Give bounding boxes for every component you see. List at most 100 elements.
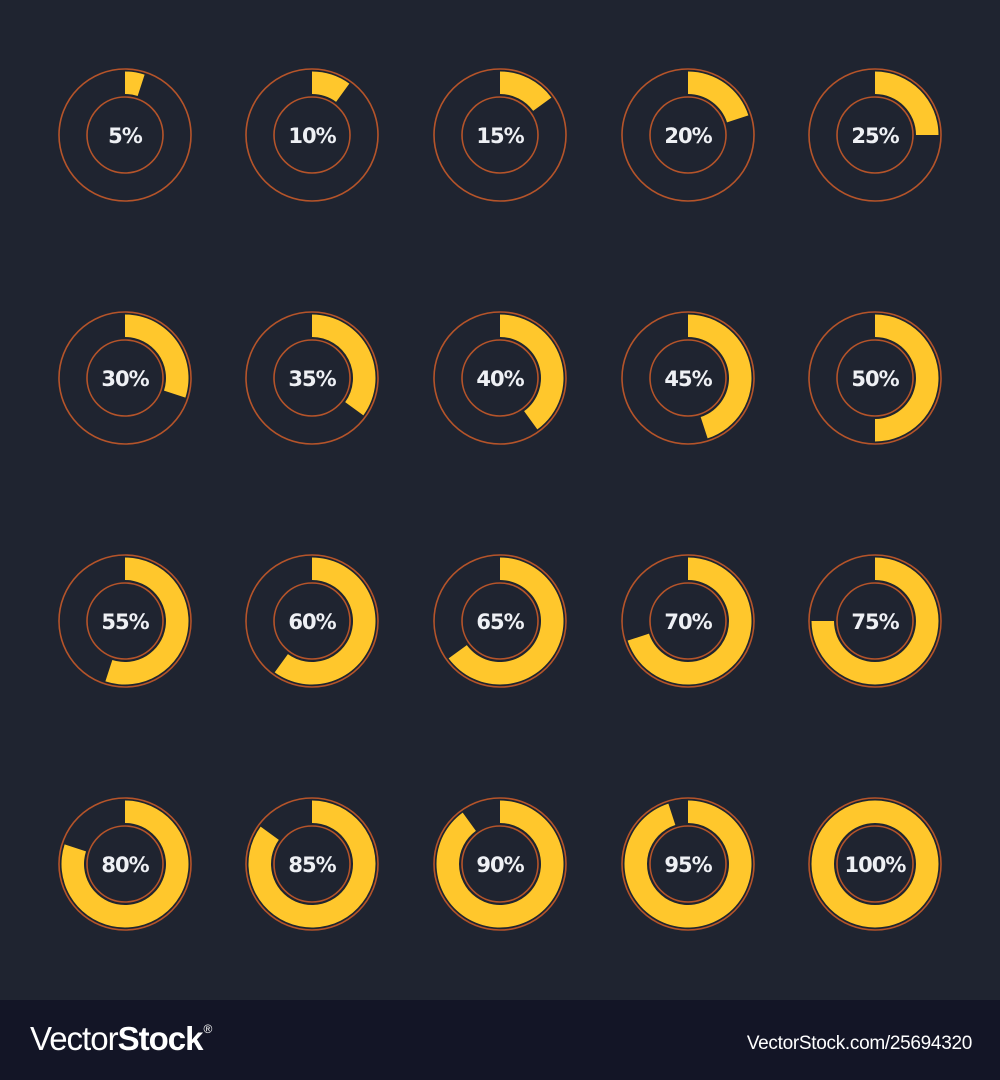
progress-arc — [105, 557, 189, 685]
progress-arc — [875, 314, 939, 442]
progress-chart-grid: 5% 10% 15% 20% 25% 30% 35% 40% 45% 50% 55% 60% 65% 70… — [58, 68, 942, 931]
outer-ring-outline — [621, 68, 755, 202]
donut-chart-45: 45% — [621, 311, 755, 445]
percent-label: 30% — [101, 367, 149, 391]
outer-ring-outline — [58, 554, 192, 688]
outer-ring-outline — [245, 797, 379, 931]
progress-arc — [125, 71, 145, 97]
percent-label: 65% — [476, 610, 524, 634]
donut-chart-15: 15% — [433, 68, 567, 202]
donut-chart-20: 20% — [621, 68, 755, 202]
progress-arc — [448, 557, 564, 685]
donut-chart-85: 85% — [245, 797, 379, 931]
percent-label: 15% — [476, 124, 524, 148]
percent-label: 100% — [845, 853, 907, 877]
inner-ring-outline — [86, 582, 164, 660]
footer-banner: VectorStock® VectorStock.com/25694320 — [0, 1000, 1000, 1080]
outer-ring-outline — [808, 554, 942, 688]
donut-chart-30: 30% — [58, 311, 192, 445]
progress-arc — [436, 800, 564, 928]
progress-arc — [125, 314, 189, 398]
inner-ring-outline — [86, 96, 164, 174]
percent-label: 45% — [664, 367, 712, 391]
outer-ring-outline — [433, 311, 567, 445]
inner-ring-outline — [273, 582, 351, 660]
progress-arc — [811, 557, 939, 685]
inner-ring-outline — [836, 339, 914, 417]
donut-chart-35: 35% — [245, 311, 379, 445]
donut-charts-canvas: 5% 10% 15% 20% 25% 30% 35% 40% 45% 50% 55% 60% 65% 70… — [58, 68, 942, 931]
outer-ring-outline — [58, 797, 192, 931]
brand-light-text: Vector — [30, 1020, 119, 1057]
inner-ring-outline — [461, 825, 539, 903]
inner-ring-outline — [86, 825, 164, 903]
outer-ring-outline — [621, 311, 755, 445]
donut-chart-70: 70% — [621, 554, 755, 688]
outer-ring-outline — [621, 797, 755, 931]
donut-chart-50: 50% — [808, 311, 942, 445]
progress-arc — [61, 800, 189, 928]
inner-ring-outline — [836, 96, 914, 174]
image-id-text: VectorStock.com/25694320 — [746, 1033, 972, 1054]
progress-arc — [688, 71, 749, 123]
progress-arc — [624, 800, 752, 928]
donut-chart-90: 90% — [433, 797, 567, 931]
outer-ring-outline — [245, 554, 379, 688]
percent-label: 40% — [476, 367, 524, 391]
donut-chart-80: 80% — [58, 797, 192, 931]
progress-arc — [811, 800, 939, 928]
donut-chart-95: 95% — [621, 797, 755, 931]
progress-arc — [500, 314, 564, 430]
percent-label: 10% — [288, 124, 336, 148]
donut-chart-10: 10% — [245, 68, 379, 202]
progress-arc — [500, 71, 552, 111]
outer-ring-outline — [808, 311, 942, 445]
inner-ring-outline — [273, 825, 351, 903]
percent-label: 70% — [664, 610, 712, 634]
percent-label: 25% — [851, 124, 899, 148]
percent-label: 80% — [101, 853, 149, 877]
outer-ring-outline — [808, 797, 942, 931]
donut-chart-65: 65% — [433, 554, 567, 688]
progress-arc — [688, 314, 752, 439]
percent-label: 75% — [851, 610, 899, 634]
percent-label: 50% — [851, 367, 899, 391]
percent-label: 85% — [288, 853, 336, 877]
outer-ring-outline — [58, 311, 192, 445]
inner-ring-outline — [461, 96, 539, 174]
outer-ring-outline — [433, 797, 567, 931]
donut-chart-25: 25% — [808, 68, 942, 202]
percent-label: 5% — [108, 124, 143, 148]
progress-arc — [312, 71, 350, 102]
inner-ring-outline — [273, 96, 351, 174]
inner-ring-outline — [649, 339, 727, 417]
outer-ring-outline — [808, 68, 942, 202]
inner-ring-outline — [461, 582, 539, 660]
percent-label: 20% — [664, 124, 712, 148]
outer-ring-outline — [245, 311, 379, 445]
inner-ring-outline — [836, 582, 914, 660]
outer-ring-outline — [433, 554, 567, 688]
inner-ring-outline — [273, 339, 351, 417]
outer-ring-outline — [58, 68, 192, 202]
percent-label: 35% — [288, 367, 336, 391]
donut-chart-40: 40% — [433, 311, 567, 445]
percent-label: 95% — [664, 853, 712, 877]
donut-chart-60: 60% — [245, 554, 379, 688]
outer-ring-outline — [245, 68, 379, 202]
inner-ring-outline — [649, 825, 727, 903]
donut-chart-75: 75% — [808, 554, 942, 688]
inner-ring-outline — [649, 582, 727, 660]
donut-chart-55: 55% — [58, 554, 192, 688]
progress-arc — [312, 314, 376, 416]
brand-bold-text: Stock — [117, 1020, 204, 1057]
progress-arc — [875, 71, 939, 135]
outer-ring-outline — [433, 68, 567, 202]
donut-chart-100: 100% — [808, 797, 942, 931]
donut-chart-5: 5% — [58, 68, 192, 202]
registered-mark-icon: ® — [203, 1022, 212, 1036]
outer-ring-outline — [621, 554, 755, 688]
vectorstock-logo: VectorStock® — [30, 1020, 212, 1058]
inner-ring-outline — [461, 339, 539, 417]
percent-label: 60% — [288, 610, 336, 634]
